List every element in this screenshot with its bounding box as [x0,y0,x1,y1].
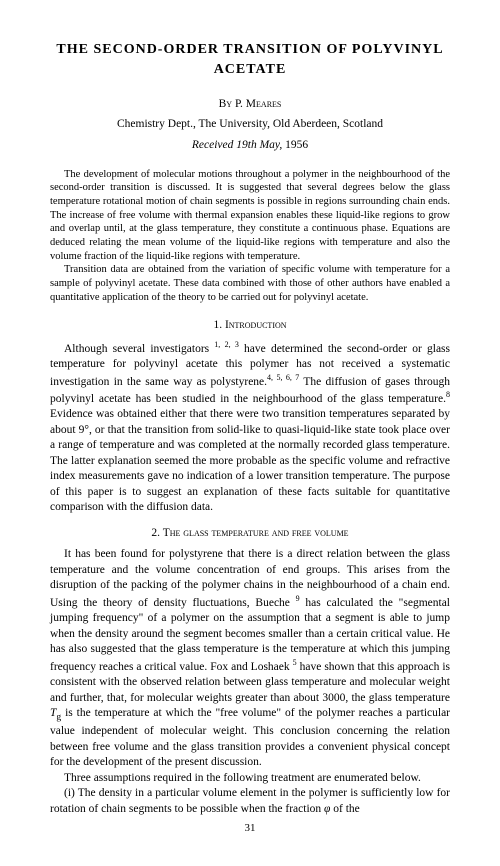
affiliation: Chemistry Dept., The University, Old Abe… [50,117,450,133]
s2p3a: (i) The density in a particular volume e… [50,787,450,815]
paper-title: THE SECOND-ORDER TRANSITION OF POLYVINYL… [50,40,450,79]
abstract-p1: The development of molecular motions thr… [50,168,450,263]
received-day: 19 [236,139,248,151]
ref-4-5-6-7: 4, 5, 6, 7 [267,373,299,382]
received-year: 1956 [285,139,308,151]
abstract: The development of molecular motions thr… [50,168,450,304]
section-2-p2: Three assumptions required in the follow… [50,771,450,787]
s1p1a: Although several investigators [64,342,214,354]
page-number: 31 [50,821,450,836]
ref-8: 8 [446,390,450,399]
section-1-body: Although several investigators 1, 2, 3 h… [50,340,450,516]
section-1-p1: Although several investigators 1, 2, 3 h… [50,340,450,516]
section-2-body: It has been found for polystyrene that t… [50,547,450,817]
abstract-p2: Transition data are obtained from the va… [50,263,450,304]
section-2-p3: (i) The density in a particular volume e… [50,786,450,817]
ref-1-2-3: 1, 2, 3 [214,340,239,349]
section-2-p1: It has been found for polystyrene that t… [50,547,450,771]
s2p1d: is the temperature at which the "free vo… [50,707,450,768]
received-prefix: Received [192,139,236,151]
author-name: P. Meares [235,98,281,110]
section-1-heading: 1. Introduction [50,318,450,334]
received-suffix: th May, [248,139,285,151]
by-label: By [219,98,232,110]
received-line: Received 19th May, 1956 [50,138,450,154]
byline: By P. Meares [50,97,450,113]
s2p3b: of the [330,803,359,815]
s1p1d: Evidence was obtained either that there … [50,408,450,513]
section-2-heading: 2. The glass temperature and free volume [50,526,450,542]
